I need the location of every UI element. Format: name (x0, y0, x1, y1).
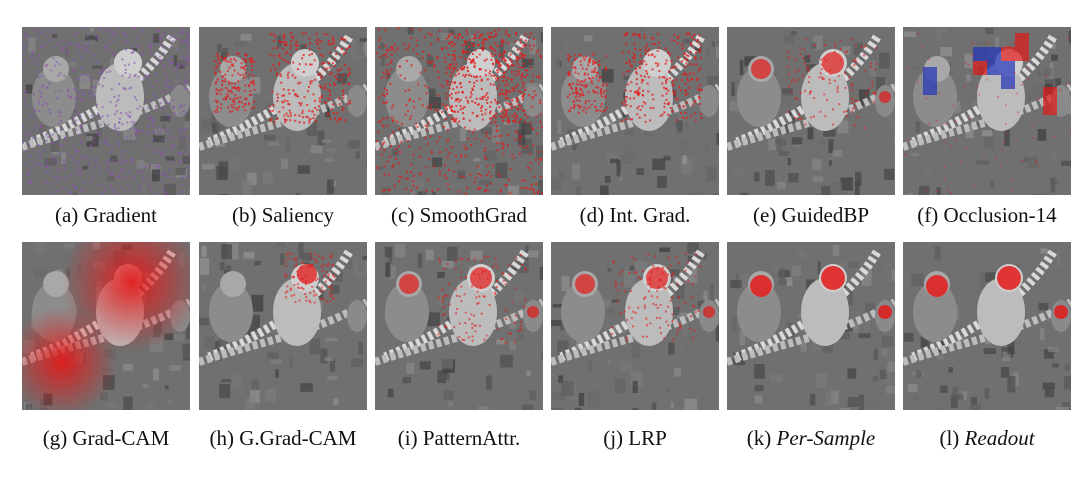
panel-caption: (a) Gradient (54, 203, 158, 227)
panel-caption: (k) Per-Sample (746, 426, 876, 450)
panel-caption: (c) SmoothGrad (391, 203, 527, 227)
attribution-image-gradient (22, 27, 190, 195)
panel-caption: (b) Saliency (231, 203, 335, 227)
attribution-image-readout (903, 242, 1071, 410)
panel-caption: (h) G.Grad-CAM (209, 426, 357, 450)
panel-caption: (i) PatternAttr. (397, 426, 521, 450)
panel-caption: (d) Int. Grad. (579, 203, 691, 227)
attribution-image-int-grad (551, 27, 719, 195)
attribution-image-patternattr (375, 242, 543, 410)
panel-caption: (j) LRP (603, 426, 667, 450)
panel-caption: (l) Readout (939, 426, 1035, 450)
attribution-image-saliency (199, 27, 367, 195)
attribution-image-occlusion-14 (903, 27, 1071, 195)
attribution-image-g-grad-cam (199, 242, 367, 410)
attribution-image-lrp (551, 242, 719, 410)
panel-caption: (f) Occlusion-14 (917, 203, 1057, 227)
panel-caption: (e) GuidedBP (752, 203, 870, 227)
panel-caption: (g) Grad-CAM (42, 426, 170, 450)
attribution-image-per-sample (727, 242, 895, 410)
attribution-image-grad-cam (22, 242, 190, 410)
attribution-image-smoothgrad (375, 27, 543, 195)
attribution-image-guidedbp (727, 27, 895, 195)
